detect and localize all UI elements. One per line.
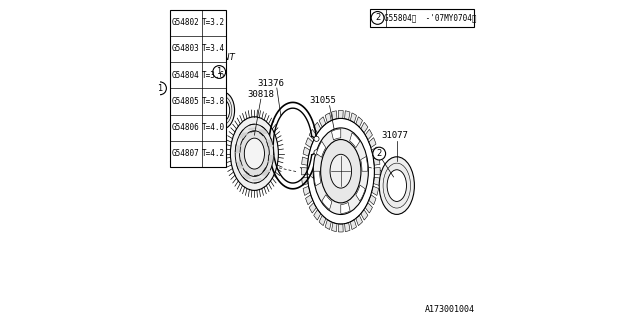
Circle shape (371, 12, 384, 24)
Text: T=3.8: T=3.8 (202, 97, 225, 106)
Polygon shape (332, 222, 337, 232)
Circle shape (314, 136, 319, 141)
Text: 1: 1 (216, 68, 222, 76)
Ellipse shape (387, 170, 406, 202)
Polygon shape (314, 171, 321, 186)
Polygon shape (365, 129, 372, 140)
Polygon shape (314, 210, 321, 220)
Polygon shape (344, 111, 350, 120)
Polygon shape (309, 129, 316, 140)
Ellipse shape (379, 157, 415, 214)
Polygon shape (316, 141, 326, 157)
Bar (370, 9, 474, 27)
Polygon shape (319, 215, 326, 226)
Polygon shape (374, 157, 380, 165)
Polygon shape (361, 210, 368, 220)
Polygon shape (374, 177, 380, 185)
Polygon shape (374, 167, 380, 175)
Text: T=4.0: T=4.0 (202, 123, 225, 132)
Circle shape (314, 150, 319, 155)
Polygon shape (319, 117, 326, 127)
Polygon shape (356, 185, 365, 201)
Polygon shape (305, 138, 313, 148)
Text: 31055: 31055 (310, 96, 337, 105)
Polygon shape (305, 195, 313, 205)
Polygon shape (349, 133, 360, 148)
Ellipse shape (383, 163, 410, 208)
Text: T=3.4: T=3.4 (202, 44, 225, 53)
Polygon shape (301, 177, 308, 185)
Polygon shape (314, 122, 321, 133)
Polygon shape (369, 195, 376, 205)
Polygon shape (365, 203, 372, 213)
Polygon shape (301, 157, 308, 165)
Circle shape (212, 66, 226, 78)
Text: G54803: G54803 (172, 44, 200, 53)
Text: G54806: G54806 (172, 123, 200, 132)
Polygon shape (372, 147, 378, 156)
Text: G54804: G54804 (172, 71, 200, 80)
Text: FRONT: FRONT (206, 53, 235, 62)
Ellipse shape (244, 138, 264, 169)
Text: T=4.2: T=4.2 (202, 149, 225, 158)
Text: G54802: G54802 (172, 18, 200, 27)
Ellipse shape (321, 140, 361, 203)
Polygon shape (356, 215, 362, 226)
Polygon shape (301, 167, 307, 175)
Polygon shape (339, 224, 343, 232)
Polygon shape (325, 113, 332, 123)
Text: 2: 2 (375, 13, 380, 22)
Polygon shape (303, 147, 310, 156)
Text: 2: 2 (376, 149, 382, 158)
Text: G55804〈  -'07MY0704〉: G55804〈 -'07MY0704〉 (384, 13, 477, 22)
Polygon shape (350, 113, 356, 123)
Polygon shape (332, 129, 340, 140)
Ellipse shape (236, 124, 274, 183)
Ellipse shape (330, 154, 351, 188)
Text: 31077: 31077 (382, 132, 408, 140)
Text: G54805: G54805 (172, 97, 200, 106)
Text: T=3.6: T=3.6 (202, 71, 225, 80)
Polygon shape (361, 156, 367, 171)
Text: 1: 1 (157, 84, 163, 93)
Text: 30818: 30818 (248, 90, 274, 99)
Ellipse shape (210, 92, 235, 129)
Bar (170, 10, 226, 167)
Polygon shape (350, 220, 356, 229)
Ellipse shape (301, 109, 381, 233)
Circle shape (372, 147, 385, 160)
Text: A173001004: A173001004 (425, 305, 475, 314)
Text: G54807: G54807 (172, 149, 200, 158)
Ellipse shape (313, 128, 369, 214)
Ellipse shape (230, 117, 278, 190)
Text: 31376: 31376 (257, 79, 284, 88)
Polygon shape (322, 195, 332, 210)
Polygon shape (340, 203, 350, 213)
Polygon shape (325, 220, 332, 229)
Ellipse shape (225, 109, 284, 198)
Polygon shape (332, 111, 337, 120)
Polygon shape (361, 122, 368, 133)
Polygon shape (369, 138, 376, 148)
Polygon shape (339, 110, 343, 118)
Ellipse shape (215, 99, 230, 122)
Polygon shape (309, 203, 316, 213)
Text: T=3.2: T=3.2 (202, 18, 225, 27)
Circle shape (154, 82, 166, 95)
Polygon shape (372, 186, 378, 196)
Polygon shape (344, 222, 350, 232)
Polygon shape (303, 186, 310, 196)
Polygon shape (356, 117, 362, 127)
Ellipse shape (239, 131, 269, 176)
